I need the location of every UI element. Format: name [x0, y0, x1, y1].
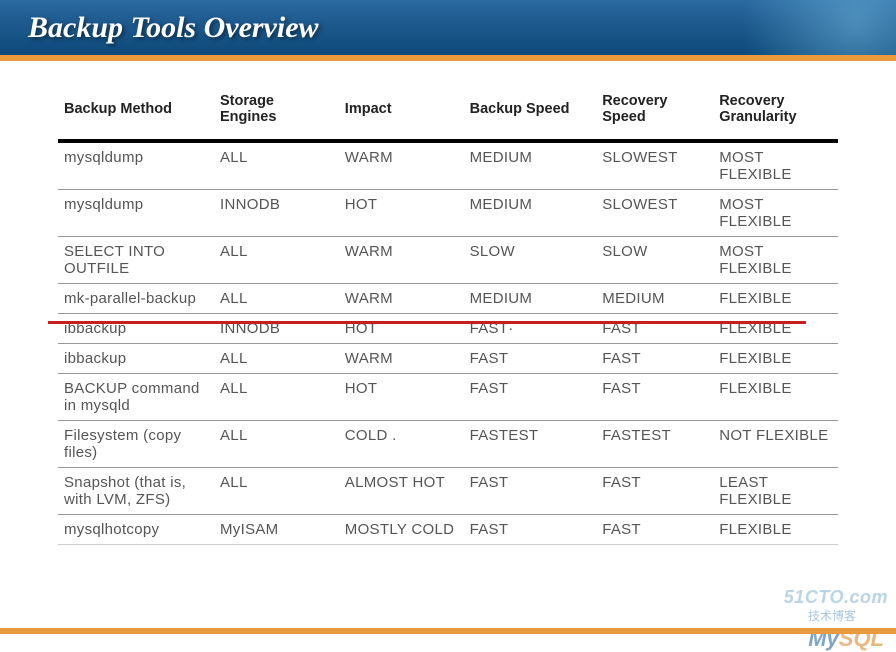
table-cell: INNODB	[214, 314, 339, 344]
table-cell: ALL	[214, 141, 339, 190]
table-cell: MEDIUM	[464, 141, 597, 190]
table-row: SELECT INTO OUTFILEALLWARMSLOWSLOWMOST F…	[58, 237, 838, 284]
table-cell: SLOW	[596, 237, 713, 284]
table-row: Filesystem (copy files)ALLCOLD .FASTESTF…	[58, 421, 838, 468]
table-body: mysqldumpALLWARMMEDIUMSLOWESTMOST FLEXIB…	[58, 141, 838, 545]
table-cell: SELECT INTO OUTFILE	[58, 237, 214, 284]
table-row: mysqldumpINNODBHOTMEDIUMSLOWESTMOST FLEX…	[58, 190, 838, 237]
table-cell: FASTEST	[596, 421, 713, 468]
table-cell: FAST	[464, 515, 597, 545]
table-cell: MyISAM	[214, 515, 339, 545]
table-cell: FLEXIBLE	[713, 284, 838, 314]
table-cell: FASTEST	[464, 421, 597, 468]
table-cell: FAST	[596, 374, 713, 421]
table-row: mk-parallel-backupALLWARMMEDIUMMEDIUMFLE…	[58, 284, 838, 314]
table-cell: INNODB	[214, 190, 339, 237]
table-cell: ALL	[214, 374, 339, 421]
header-banner: Backup Tools Overview	[0, 0, 896, 55]
table-row: Snapshot (that is, with LVM, ZFS)ALLALMO…	[58, 468, 838, 515]
table-cell: MEDIUM	[464, 284, 597, 314]
table-cell: NOT FLEXIBLE	[713, 421, 838, 468]
table-cell: Snapshot (that is, with LVM, ZFS)	[58, 468, 214, 515]
table-cell: FAST	[596, 515, 713, 545]
table-cell: ALL	[214, 237, 339, 284]
table-row: mysqlhotcopyMyISAMMOSTLY COLDFASTFASTFLE…	[58, 515, 838, 545]
table-cell: FLEXIBLE	[713, 314, 838, 344]
table-cell: MOST FLEXIBLE	[713, 190, 838, 237]
table-cell: FAST	[596, 344, 713, 374]
table-cell: ALMOST HOT	[339, 468, 464, 515]
table-cell: ALL	[214, 344, 339, 374]
table-cell: ALL	[214, 421, 339, 468]
table-row: mysqldumpALLWARMMEDIUMSLOWESTMOST FLEXIB…	[58, 141, 838, 190]
table-cell: SLOWEST	[596, 190, 713, 237]
table-cell: ALL	[214, 468, 339, 515]
strikeout-line	[48, 321, 806, 324]
table-row: ibbackupALLWARMFASTFASTFLEXIBLE	[58, 344, 838, 374]
table-cell: FLEXIBLE	[713, 515, 838, 545]
table-cell: mysqldump	[58, 190, 214, 237]
table-cell: HOT	[339, 314, 464, 344]
table-cell: SLOW	[464, 237, 597, 284]
table-cell: WARM	[339, 344, 464, 374]
table-cell: WARM	[339, 284, 464, 314]
table-cell: MOST FLEXIBLE	[713, 237, 838, 284]
table-cell: mysqlhotcopy	[58, 515, 214, 545]
table-cell: ibbackup	[58, 344, 214, 374]
table-cell: MEDIUM	[596, 284, 713, 314]
table-cell: MOST FLEXIBLE	[713, 141, 838, 190]
table-header-cell: Recovery Speed	[596, 85, 713, 141]
table-cell: SLOWEST	[596, 141, 713, 190]
table-cell: FAST·	[464, 314, 597, 344]
table-cell: FLEXIBLE	[713, 344, 838, 374]
divider-bottom	[0, 628, 896, 634]
slide-title: Backup Tools Overview	[28, 11, 319, 45]
table-cell: HOT	[339, 374, 464, 421]
watermark-main: 51CTO.com	[784, 587, 888, 608]
table-cell: MOSTLY COLD	[339, 515, 464, 545]
table-header-cell: Impact	[339, 85, 464, 141]
table-cell: HOT	[339, 190, 464, 237]
table-cell: FAST	[464, 344, 597, 374]
table-cell: ibbackup	[58, 314, 214, 344]
table-header-row: Backup MethodStorage EnginesImpactBackup…	[58, 85, 838, 141]
table-cell: Filesystem (copy files)	[58, 421, 214, 468]
table-header-cell: Recovery Granularity	[713, 85, 838, 141]
table-cell: MEDIUM	[464, 190, 597, 237]
table-cell: FAST	[596, 468, 713, 515]
table-header-cell: Storage Engines	[214, 85, 339, 141]
table-cell: FAST	[596, 314, 713, 344]
table-cell: mysqldump	[58, 141, 214, 190]
table-header-cell: Backup Speed	[464, 85, 597, 141]
table-header-cell: Backup Method	[58, 85, 214, 141]
content-area: Backup MethodStorage EnginesImpactBackup…	[0, 61, 896, 545]
table-cell: mk-parallel-backup	[58, 284, 214, 314]
table-cell: COLD .	[339, 421, 464, 468]
table-row: BACKUP command in mysqldALLHOTFASTFASTFL…	[58, 374, 838, 421]
table-row: ibbackupINNODBHOTFAST·FASTFLEXIBLE	[58, 314, 838, 344]
backup-tools-table: Backup MethodStorage EnginesImpactBackup…	[58, 85, 838, 545]
watermark-sub: 技术博客	[808, 607, 856, 624]
table-cell: ALL	[214, 284, 339, 314]
table-cell: LEAST FLEXIBLE	[713, 468, 838, 515]
table-cell: WARM	[339, 141, 464, 190]
table-cell: FAST	[464, 374, 597, 421]
table-cell: FLEXIBLE	[713, 374, 838, 421]
table-cell: FAST	[464, 468, 597, 515]
table-cell: WARM	[339, 237, 464, 284]
table-cell: BACKUP command in mysqld	[58, 374, 214, 421]
